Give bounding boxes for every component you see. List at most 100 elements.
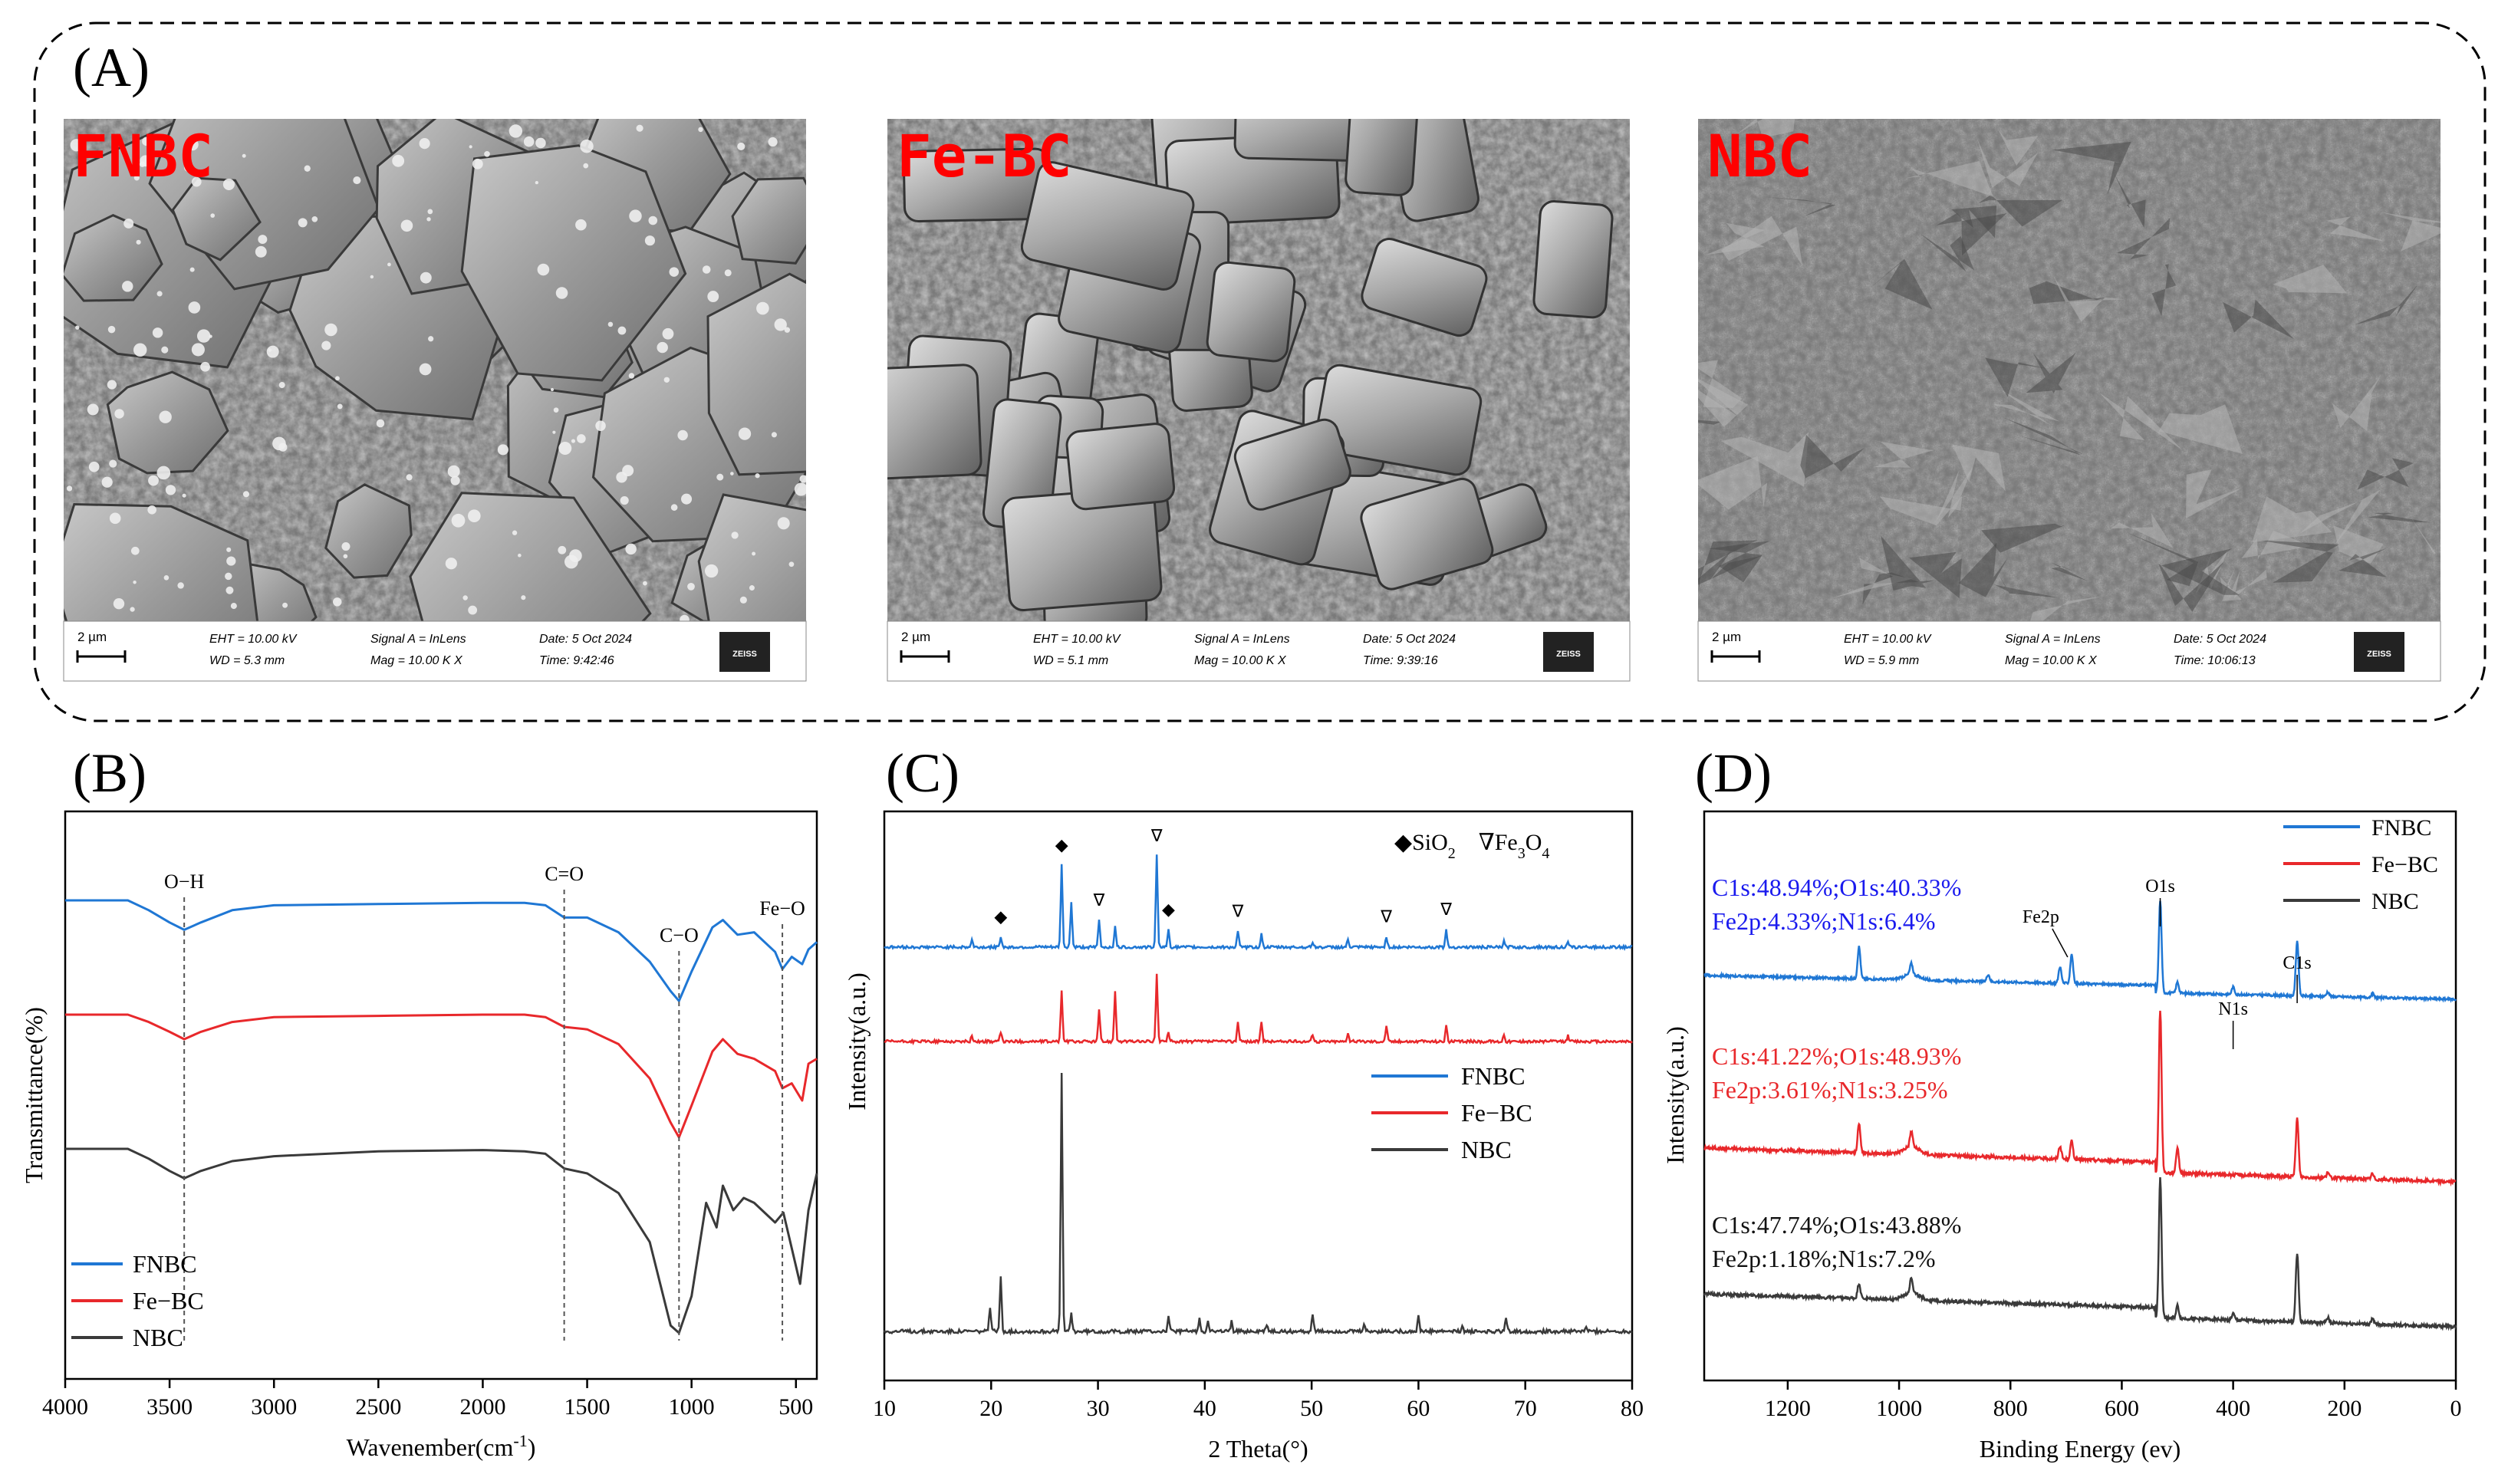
particle [648, 216, 658, 225]
particle [768, 137, 778, 147]
legend-label: NBC [2371, 889, 2419, 914]
particle [704, 564, 719, 578]
x-tick-label: 1000 [1876, 1396, 1922, 1421]
cubic-crystal [1314, 364, 1483, 476]
y-axis-label: Intensity(a.u.) [843, 972, 871, 1111]
cubic-crystal [887, 364, 982, 480]
flake [2299, 489, 2381, 545]
cubic-crystal [1345, 119, 1422, 196]
peak-label: C1s [2283, 953, 2311, 973]
flake [2223, 299, 2294, 339]
flake [1976, 139, 2038, 188]
particle [617, 326, 627, 335]
sem-info-bar [887, 620, 1631, 682]
xps-chart: 1200 1000 800 600 400 200 0 Binding Energy (ev)… [1661, 810, 2462, 1463]
sem-micrograph [64, 119, 806, 621]
composition-line: Fe2p:3.61%;N1s:3.25% [1712, 1076, 1948, 1104]
sem-date: Date: 5 Oct 2024 [539, 633, 632, 646]
particle [334, 376, 340, 381]
zeiss-logo-text: ZEISS [2367, 650, 2391, 659]
sem-info-bar [63, 620, 807, 682]
sem-time: Time: 9:39:16 [1363, 654, 1438, 667]
particle [427, 209, 433, 215]
flake [1936, 466, 1973, 522]
zeiss-logo [2354, 632, 2404, 672]
series-line-febc [884, 973, 1633, 1045]
x-tick-label: 200 [2327, 1396, 2362, 1421]
particle [133, 343, 147, 357]
flake [1721, 216, 1803, 266]
particle [451, 513, 466, 528]
particle [242, 153, 246, 158]
sem-scale-text: 2 µm [901, 630, 930, 644]
flake [1951, 206, 1997, 239]
particle [107, 380, 117, 390]
series-line-fnbc [1703, 900, 2457, 1003]
phase-marker: ∇ [1380, 907, 1392, 926]
particle [370, 275, 374, 279]
flake [2114, 173, 2146, 228]
zeiss-logo-text: ZEISS [732, 650, 757, 659]
particle [130, 546, 140, 555]
phase-marker: ◆ [1055, 835, 1068, 854]
flake [1981, 523, 2067, 553]
particle [88, 461, 100, 472]
particle [794, 482, 806, 496]
flake [1698, 551, 1763, 585]
sem-signal: Signal A = InLens [370, 633, 466, 646]
particle [550, 387, 555, 392]
particle [702, 265, 711, 274]
particle [182, 493, 186, 498]
particle [298, 218, 308, 228]
plot-frame [64, 810, 818, 1380]
flake [2273, 265, 2348, 294]
particle [282, 602, 288, 608]
series-line-febc [65, 1013, 818, 1139]
flake [2260, 540, 2339, 583]
x-tick-label: 70 [1514, 1396, 1537, 1421]
particle [724, 269, 732, 277]
flake [2241, 530, 2311, 560]
flake [1720, 432, 1809, 487]
cubic-crystal [1065, 423, 1176, 511]
panel-b-label: (B) [73, 742, 146, 804]
flake [1998, 129, 2039, 181]
xrd-chart: 10 20 30 40 50 60 70 80 2 Theta(°) Intensity(a.u.… [843, 810, 1644, 1463]
flake [1698, 456, 1768, 510]
particle [607, 321, 614, 327]
sem-mag: Mag = 10.00 K X [1194, 654, 1287, 667]
particle [558, 441, 572, 455]
composition-line: C1s:47.74%;O1s:43.88% [1712, 1211, 1961, 1239]
particle [225, 586, 234, 594]
particle [799, 475, 806, 483]
composition-line: C1s:41.22%;O1s:48.93% [1712, 1042, 1961, 1070]
x-tick-label: 400 [2216, 1396, 2250, 1421]
particle [467, 509, 481, 522]
series-line-nbc [883, 1072, 1633, 1337]
phase-marker: ∇ [1150, 826, 1163, 845]
sem-info-bar [1697, 620, 2441, 682]
flake [1866, 258, 1933, 310]
flake [1977, 194, 2063, 227]
x-tick-label: 500 [778, 1394, 813, 1420]
x-axis-label-tail: ) [528, 1433, 536, 1461]
series-line-nbc [65, 1147, 818, 1334]
particle [139, 161, 146, 167]
phase-legend-sio2-sub: 2 [1448, 845, 1456, 862]
particle [428, 336, 434, 342]
legend-label: Fe−BC [1461, 1099, 1532, 1127]
x-tick-label: 20 [979, 1396, 1002, 1421]
particle [771, 432, 777, 438]
particle [698, 127, 703, 133]
phase-legend-fe3o4-mid: O [1526, 830, 1542, 855]
particle [497, 444, 509, 456]
particle [577, 434, 586, 443]
particle [109, 512, 121, 525]
flake [1698, 540, 1758, 588]
legend-label: NBC [133, 1324, 183, 1351]
particle [147, 505, 156, 515]
particle [200, 361, 210, 372]
sem-signal: Signal A = InLens [1194, 633, 1290, 646]
particle [580, 139, 594, 153]
particle [341, 542, 351, 551]
